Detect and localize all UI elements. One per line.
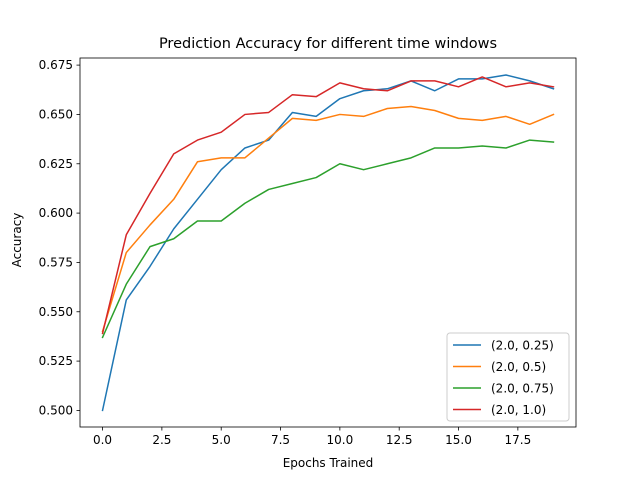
legend-label-2: (2.0, 0.5) — [491, 360, 546, 374]
series-line-3 — [101, 139, 555, 339]
y-tick-label: 0.675 — [39, 58, 73, 72]
axes-frame — [79, 57, 577, 428]
x-tick-label: 15.0 — [445, 433, 472, 447]
y-tick-label: 0.600 — [39, 206, 73, 220]
y-tick-label: 0.525 — [39, 354, 73, 368]
x-tick-label: 10.0 — [327, 433, 354, 447]
series-line-2 — [101, 105, 555, 333]
y-tick-label: 0.575 — [39, 255, 73, 269]
series-layer — [101, 74, 555, 412]
axes-layer: 0.0 2.5 5.0 7.5 10.0 12.5 15.0 17.5 0.500 0.525 0.… — [39, 57, 577, 447]
legend-label-1: (2.0, 0.25) — [491, 339, 554, 353]
chart-title: Prediction Accuracy for different time w… — [159, 36, 497, 52]
y-tick-label: 0.500 — [39, 403, 73, 417]
x-tick-label: 7.5 — [271, 433, 290, 447]
series-line-4 — [101, 76, 555, 335]
x-tick-label: 17.5 — [504, 433, 531, 447]
y-tick-label: 0.625 — [39, 157, 73, 171]
x-tick-label: 0.0 — [93, 433, 112, 447]
x-tick-label: 5.0 — [212, 433, 231, 447]
x-tick-label: 2.5 — [152, 433, 171, 447]
y-tick-label: 0.650 — [39, 107, 73, 121]
legend-label-3: (2.0, 0.75) — [491, 382, 554, 396]
legend: (2.0, 0.25) (2.0, 0.5) (2.0, 0.75) (2.0, 1.… — [446, 332, 570, 422]
x-tick-label: 12.5 — [386, 433, 413, 447]
y-tick-label: 0.550 — [39, 305, 73, 319]
x-axis-label: Epochs Trained — [283, 456, 374, 470]
y-axis-label: Accuracy — [10, 213, 24, 268]
legend-box — [446, 332, 570, 422]
legend-label-4: (2.0, 1.0) — [491, 403, 546, 417]
